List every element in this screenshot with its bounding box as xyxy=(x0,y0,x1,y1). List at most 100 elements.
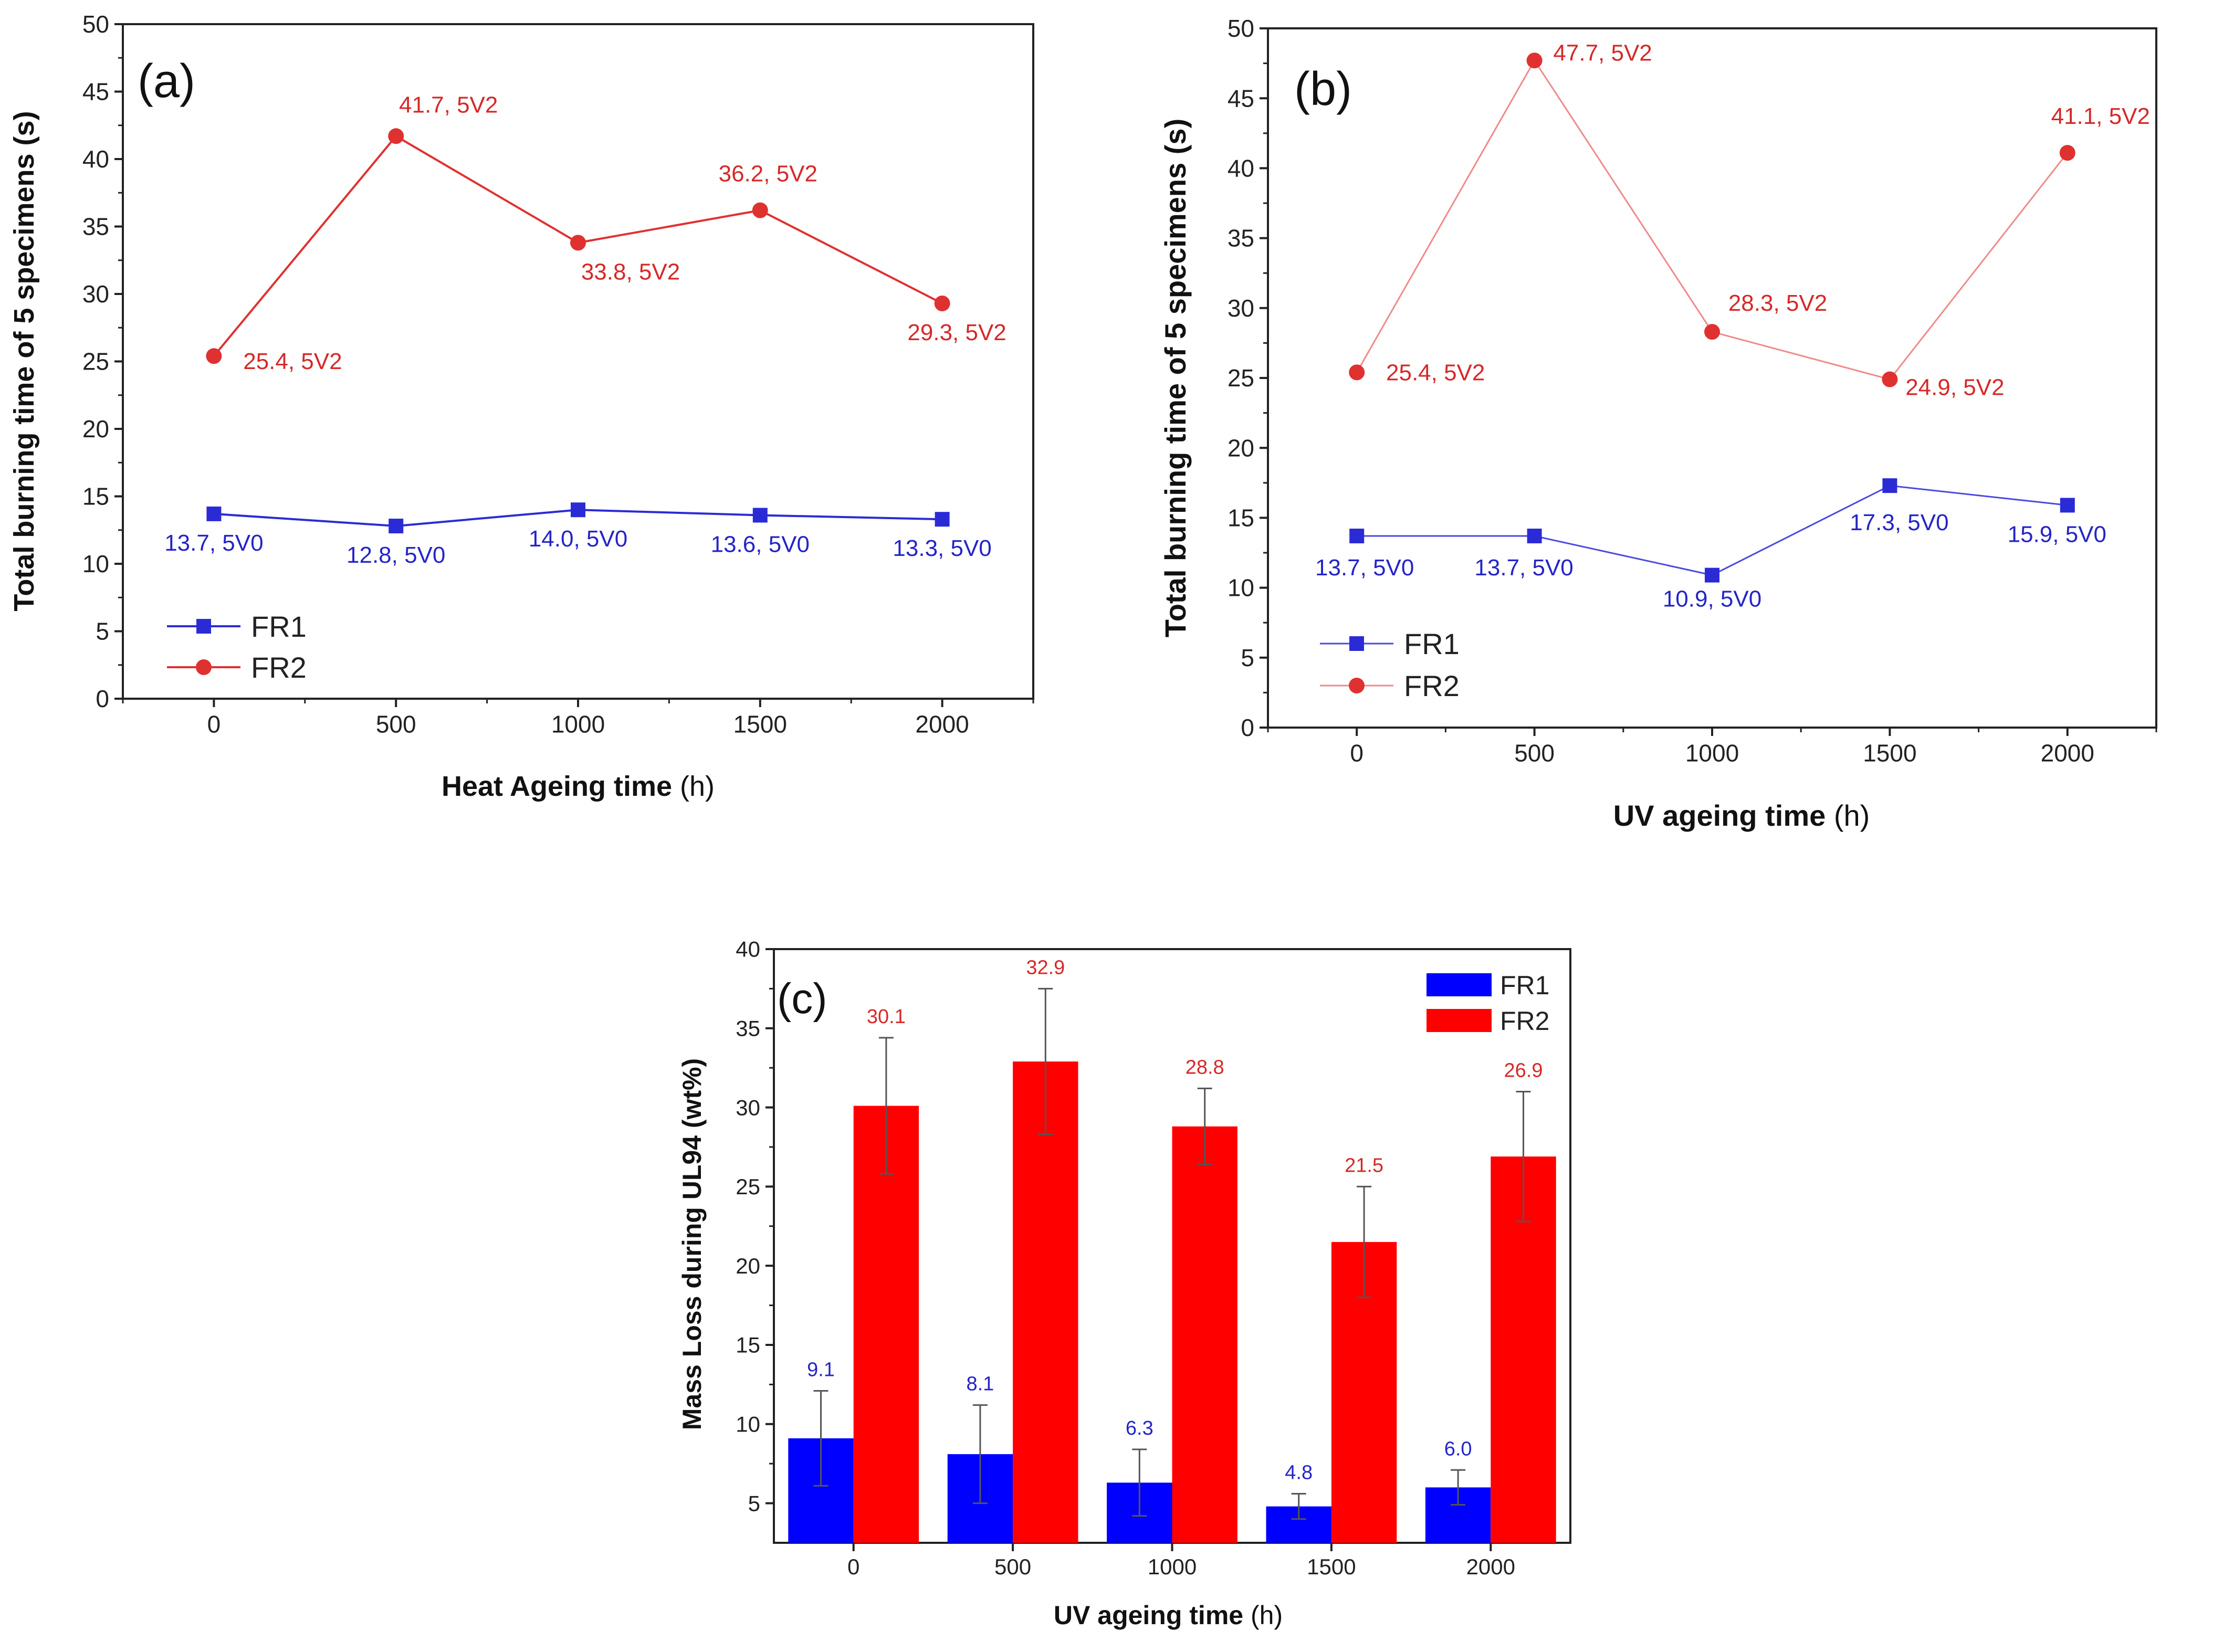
data-label: 21.5 xyxy=(1345,1154,1383,1176)
data-point xyxy=(389,519,404,534)
data-label: 33.8, 5V2 xyxy=(581,259,680,285)
data-point xyxy=(1349,364,1365,381)
x-tick-label: 1500 xyxy=(733,710,787,738)
x-tick-label: 1500 xyxy=(1307,1554,1356,1579)
y-tick-label: 40 xyxy=(736,937,760,962)
y-tick-label: 15 xyxy=(1228,504,1254,532)
x-tick-label: 1000 xyxy=(551,710,605,738)
data-point xyxy=(571,502,585,518)
data-point xyxy=(1527,529,1542,544)
y-tick-label: 35 xyxy=(82,213,109,240)
data-label: 41.1, 5V2 xyxy=(2051,103,2150,129)
y-tick-label: 5 xyxy=(96,618,109,645)
y-tick-label: 10 xyxy=(82,550,109,577)
bar xyxy=(1013,1061,1078,1543)
y-tick-label: 35 xyxy=(736,1016,760,1041)
data-label: 13.7, 5V0 xyxy=(164,530,263,556)
data-label: 10.9, 5V0 xyxy=(1663,586,1761,612)
y-tick-label: 20 xyxy=(736,1254,760,1278)
data-point xyxy=(1704,324,1720,340)
series-fr2: 25.4, 5V2 41.7, 5V2 33.8, 5V2 36.2, 5V2 29.3… xyxy=(167,92,1006,684)
y-tick-label: 15 xyxy=(82,483,109,510)
data-label: 12.8, 5V0 xyxy=(347,542,445,568)
y-axis-title: Total burning time of 5 specimens (s) xyxy=(1159,119,1192,637)
data-point xyxy=(570,235,586,251)
data-label: 14.0, 5V0 xyxy=(529,526,627,552)
bar xyxy=(1172,1126,1237,1543)
x-tick-label: 500 xyxy=(994,1554,1031,1579)
data-label: 13.6, 5V0 xyxy=(711,531,810,557)
y-tick-label: 20 xyxy=(82,415,109,443)
legend-swatch xyxy=(1427,1009,1492,1032)
y-tick-label: 25 xyxy=(82,348,109,375)
data-point xyxy=(2060,498,2075,513)
legend-marker xyxy=(1349,678,1365,693)
data-point xyxy=(388,128,404,144)
y-tick-label: 30 xyxy=(736,1095,760,1120)
x-tick-label: 0 xyxy=(1350,739,1364,766)
data-label: 25.4, 5V2 xyxy=(1386,360,1485,385)
x-tick-label: 1500 xyxy=(1863,739,1916,766)
x-axis-title: UV ageing time (h) xyxy=(1613,799,1870,832)
data-point xyxy=(1349,529,1365,544)
x-tick-label: 500 xyxy=(376,710,416,738)
y-tick-label: 50 xyxy=(1228,15,1254,42)
data-point xyxy=(206,506,222,521)
data-label: 29.3, 5V2 xyxy=(907,320,1006,345)
legend-marker xyxy=(1349,636,1364,651)
data-label: 28.3, 5V2 xyxy=(1728,290,1827,316)
data-label: 30.1 xyxy=(867,1006,906,1028)
panel-label: (a) xyxy=(138,55,195,108)
y-tick-label: 40 xyxy=(82,145,109,173)
data-label: 8.1 xyxy=(966,1373,994,1395)
x-axis-title: UV ageing time (h) xyxy=(1054,1601,1283,1630)
legend-label: FR1 xyxy=(1404,627,1460,660)
y-tick-label: 10 xyxy=(736,1412,760,1437)
data-point xyxy=(2059,145,2075,161)
data-label: 41.7, 5V2 xyxy=(399,92,498,118)
legend-marker xyxy=(196,659,212,675)
data-label: 13.7, 5V0 xyxy=(1474,555,1573,581)
y-tick-label: 35 xyxy=(1228,225,1254,252)
y-tick-label: 25 xyxy=(736,1174,760,1199)
y-tick-label: 15 xyxy=(736,1333,760,1358)
x-tick-label: 2000 xyxy=(915,710,969,738)
legend-label: FR1 xyxy=(1500,971,1549,1000)
data-label: 15.9, 5V0 xyxy=(2008,521,2106,547)
data-label: 36.2, 5V2 xyxy=(719,161,817,187)
x-tick-label: 500 xyxy=(1514,739,1555,766)
data-label: 28.8 xyxy=(1186,1056,1224,1078)
series-fr2: 25.4, 5V2 47.7, 5V2 28.3, 5V2 24.9, 5V2 41.1… xyxy=(1320,40,2150,702)
y-tick-label: 45 xyxy=(1228,85,1254,112)
legend-marker xyxy=(196,619,211,634)
data-label: 24.9, 5V2 xyxy=(1905,375,2004,401)
data-point xyxy=(935,512,950,527)
series-fr1: 9.1 8.1 6.3 4.8 6.0 FR1 xyxy=(788,971,1549,1543)
data-label: 17.3, 5V0 xyxy=(1850,510,1948,535)
y-tick-label: 20 xyxy=(1228,434,1254,461)
legend-label: FR1 xyxy=(251,610,307,643)
x-tick-label: 0 xyxy=(207,710,221,738)
data-label: 13.3, 5V0 xyxy=(893,535,991,561)
y-tick-label: 50 xyxy=(82,10,109,38)
y-axis-title: Mass Loss during UL94 (wt%) xyxy=(677,1058,707,1430)
chart-panel-c: 5 10 15 20 25 30 35 40 0 500 1000 1500 2000 9.1 8.1 6.3… xyxy=(677,937,1571,1630)
y-axis-title: Total burning time of 5 specimens (s) xyxy=(8,111,40,611)
legend-label: FR2 xyxy=(1500,1006,1549,1036)
y-tick-label: 5 xyxy=(1241,644,1254,671)
legend-label: FR2 xyxy=(1404,669,1460,702)
x-tick-label: 1000 xyxy=(1148,1554,1197,1579)
legend-label: FR2 xyxy=(251,651,307,684)
y-tick-label: 0 xyxy=(1241,714,1254,741)
data-label: 13.7, 5V0 xyxy=(1315,555,1414,581)
data-point xyxy=(206,348,222,364)
data-label: 25.4, 5V2 xyxy=(243,349,342,374)
data-point xyxy=(752,508,768,523)
x-tick-label: 2000 xyxy=(2041,739,2094,766)
data-label: 4.8 xyxy=(1285,1462,1313,1484)
y-tick-label: 5 xyxy=(748,1491,760,1516)
series-line xyxy=(1357,485,2068,576)
